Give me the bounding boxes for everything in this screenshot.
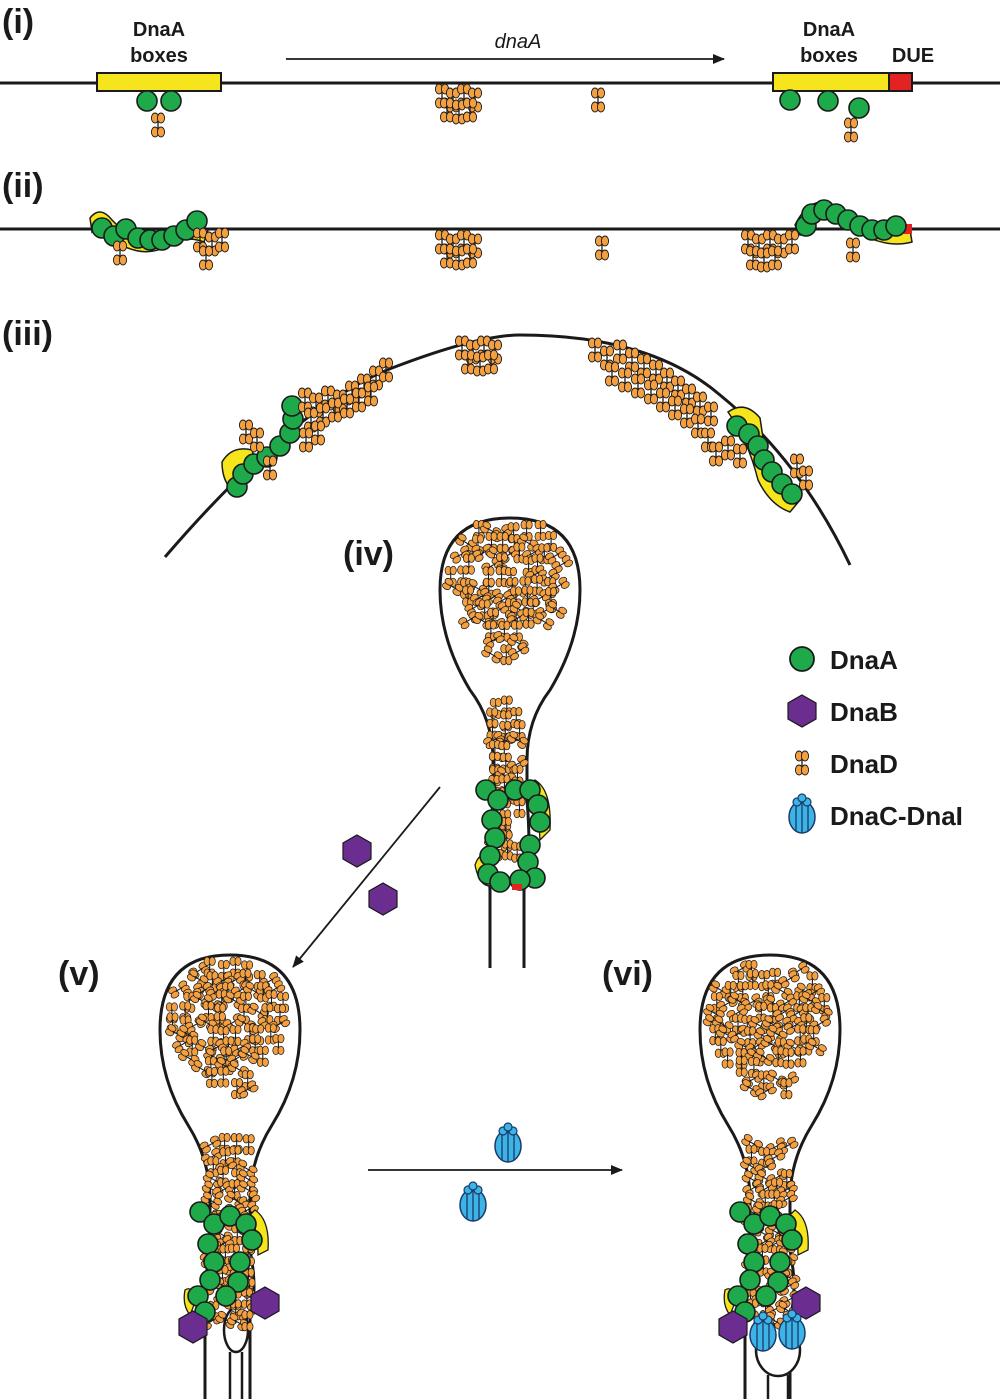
legend-label-dnaa: DnaA [830,645,898,675]
legend-label-dnac-dnai: DnaC-DnaI [830,801,963,831]
dnad-cluster-ii-center [434,229,483,271]
dnad-single-i [590,87,606,113]
dnad-cluster-iii-center [454,335,503,377]
dnaa-filament-iii-left [226,395,304,498]
dnab-free-proteins [342,834,398,916]
dnaa-group-i-left [136,90,182,112]
dnaa-box-label-right-line2: boxes [800,45,858,67]
legend-item-dnab: DnaB [787,694,898,728]
dnaa-box-label-left-line2: boxes [130,45,188,67]
dnad-cluster-i-center [434,83,483,125]
step-label-i: (i) [2,3,34,41]
legend-item-dnad: DnaD [794,749,898,779]
legend: DnaA DnaB DnaD DnaC-DnaI [787,645,963,834]
step-label-v: (v) [58,955,100,993]
dnaa-legend-icon [789,646,815,672]
due-label: DUE [892,45,934,67]
dnaa-filament-ii-right [795,199,907,241]
dnad-single-ii [594,235,610,261]
step-label-ii: (ii) [2,167,44,205]
due-region-ii [904,224,912,234]
legend-label-dnab: DnaB [830,697,898,727]
legend-item-dnaa: DnaA [789,645,898,675]
dnad-cluster-ii-right [740,229,861,273]
legend-label-dnad: DnaD [830,749,898,779]
dnaa-group-i-right [779,89,870,119]
dnaa-box-left-i [96,72,222,92]
dnaa-box-label-left-line1: DnaA [133,19,185,41]
dnaa-box-right-i [772,72,890,92]
dnac-dnai-free-proteins [459,1122,522,1222]
legend-item-dnac-dnai: DnaC-DnaI [788,793,963,834]
dnac-dnai-legend-icon [788,793,816,834]
arrow-iv-to-v [292,786,441,968]
dnad-group-i-right [843,117,859,143]
dnad-legend-icon [794,750,810,776]
step-label-vi: (vi) [602,955,653,993]
dnaa-box-label-right-line1: DnaA [803,19,855,41]
dnad-group-i-left [150,112,166,138]
dnab-legend-icon [787,694,817,728]
due-region-i [888,72,913,92]
gene-label-dnaa: dnaA [495,31,542,53]
due-region-iv [512,884,522,890]
step-label-iii: (iii) [2,315,53,353]
step-label-iv: (iv) [343,535,394,573]
